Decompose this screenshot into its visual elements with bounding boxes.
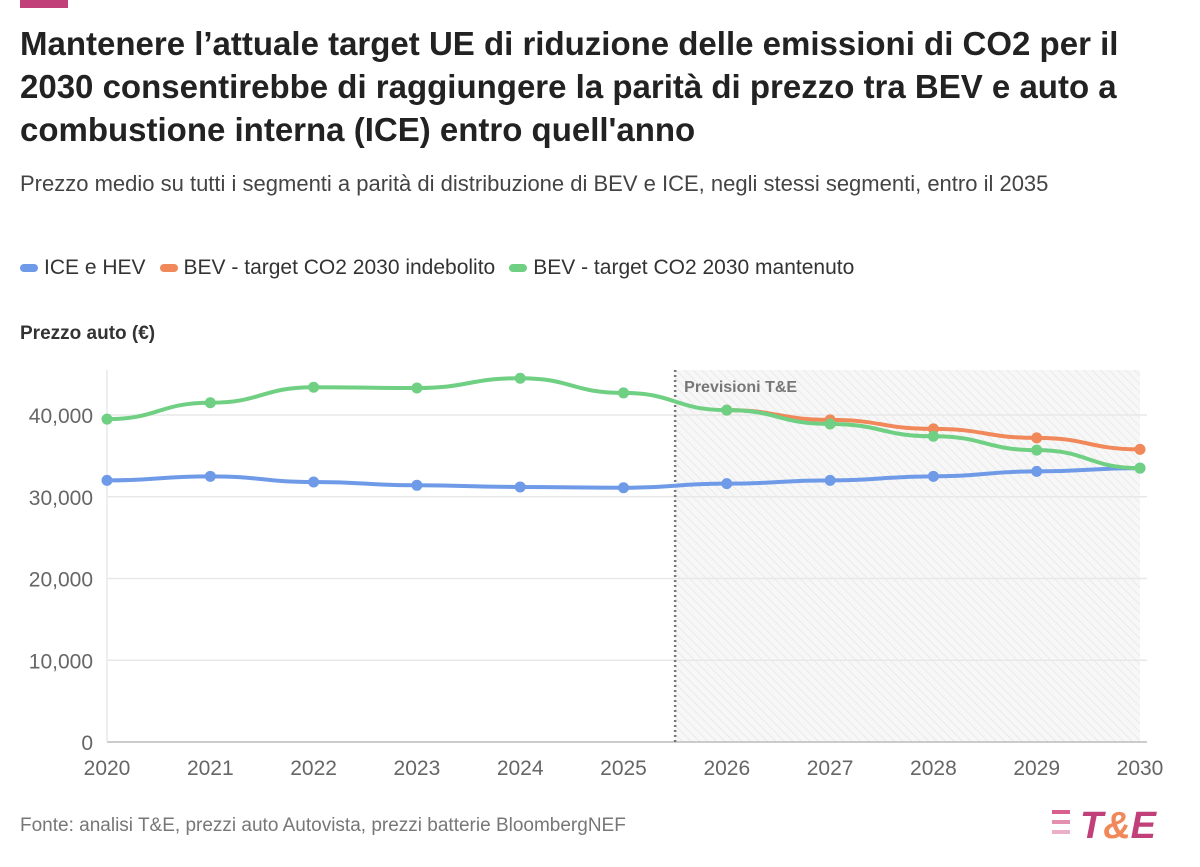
data-point (618, 387, 629, 399)
legend-swatch (20, 264, 38, 272)
data-point (721, 404, 733, 416)
x-tick-label: 2025 (600, 757, 647, 780)
x-tick-label: 2022 (290, 757, 337, 780)
legend-swatch (159, 264, 178, 272)
y-tick-label: 30,000 (29, 487, 93, 510)
x-tick-label: 2030 (1117, 757, 1164, 780)
x-tick-label: 2027 (807, 757, 854, 780)
legend-item-ice: ICE e HEV (20, 256, 146, 280)
data-point (204, 397, 216, 409)
chart-title: Mantenere l’attuale target UE di riduzio… (20, 25, 1119, 148)
y-tick-label: 0 (81, 732, 93, 755)
legend-swatch (509, 264, 528, 272)
chart-subtitle: Prezzo medio su tutti i segmenti a parit… (20, 171, 1049, 196)
legend-label: BEV - target CO2 2030 indebolito (183, 256, 496, 279)
legend-label: ICE e HEV (44, 256, 146, 279)
y-tick-label: 10,000 (29, 650, 93, 673)
data-point (1031, 432, 1043, 444)
data-point (101, 474, 113, 486)
plot-area: 0 10,000 20,000 30,000 40,000 2020 2021 2022 202… (29, 370, 1164, 780)
data-point (824, 418, 836, 430)
y-axis-label: Prezzo auto (€) (20, 323, 156, 344)
brand-bar (20, 0, 68, 8)
data-point (1031, 444, 1043, 456)
data-point (721, 478, 733, 490)
data-point (308, 476, 320, 488)
data-point (618, 482, 629, 494)
data-point (411, 382, 423, 394)
data-point (927, 430, 939, 442)
y-tick-label: 20,000 (29, 569, 93, 592)
data-point (204, 470, 216, 482)
x-tick-label: 2020 (84, 757, 131, 780)
x-tick-label: 2021 (187, 757, 234, 780)
svg-text:T&E: T&E (1080, 805, 1158, 847)
data-point (101, 413, 113, 425)
y-tick-label: 40,000 (29, 405, 93, 428)
legend-label: BEV - target CO2 2030 mantenuto (533, 256, 855, 279)
source-note: Fonte: analisi T&E, prezzi auto Autovist… (20, 815, 626, 836)
annotation-label: Previsioni T&E (684, 379, 797, 396)
data-point (514, 372, 526, 384)
x-tick-label: 2028 (910, 757, 957, 780)
data-point (824, 474, 836, 486)
data-point (514, 481, 526, 493)
legend-item-bev-weakened: BEV - target CO2 2030 indebolito (159, 256, 496, 280)
forecast-region (675, 370, 1140, 742)
data-point (411, 479, 423, 491)
legend-item-bev-kept: BEV - target CO2 2030 mantenuto (509, 256, 854, 280)
te-logo: T&E (1052, 805, 1158, 847)
x-tick-label: 2023 (394, 757, 441, 780)
x-tick-label: 2026 (703, 757, 750, 780)
x-tick-label: 2024 (497, 757, 544, 780)
data-point (927, 470, 939, 482)
data-point (1134, 462, 1146, 474)
data-point (1031, 465, 1043, 477)
data-point (1134, 443, 1146, 455)
x-tick-label: 2029 (1013, 757, 1060, 780)
data-point (308, 381, 320, 393)
legend: ICE e HEV BEV - target CO2 2030 indeboli… (20, 256, 854, 280)
